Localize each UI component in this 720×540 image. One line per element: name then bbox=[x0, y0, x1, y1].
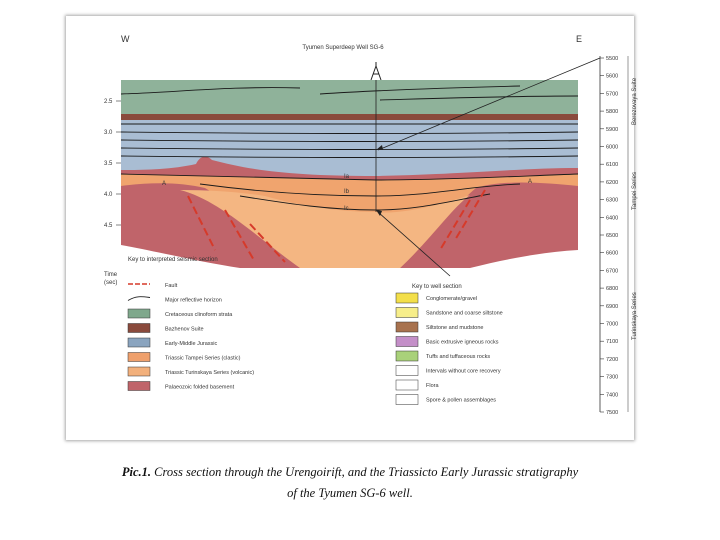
caption-prefix: Pic.1. bbox=[121, 465, 152, 479]
time-tick-label: 4.5 bbox=[104, 223, 113, 229]
depth-tick-label: 6300 bbox=[606, 198, 618, 204]
legend-swatch bbox=[395, 321, 419, 333]
arrow-icon bbox=[376, 145, 383, 150]
legend-label: Basic extrusive igneous rocks bbox=[426, 340, 499, 346]
depth-tick-label: 5900 bbox=[606, 127, 618, 133]
well-bore bbox=[375, 57, 601, 277]
depth-tick-label: 7500 bbox=[606, 410, 618, 416]
time-tick-label: 3.5 bbox=[104, 161, 113, 167]
depth-tick-label: 5500 bbox=[606, 56, 618, 62]
series-label: Tampei Series bbox=[632, 172, 638, 210]
time-tick-label: 4.0 bbox=[104, 192, 113, 198]
legend-label: Intervals without core recovery bbox=[426, 369, 501, 375]
legend-swatch bbox=[127, 366, 151, 377]
depth-tick-label: 6400 bbox=[606, 215, 618, 221]
legend-swatch bbox=[127, 381, 151, 391]
depth-tick-label: 6100 bbox=[606, 162, 618, 168]
legend-label: Major reflective horizon bbox=[165, 298, 222, 304]
legend-swatch bbox=[127, 296, 151, 301]
caption-line1: Cross section through the Urengoirift, a… bbox=[151, 465, 579, 479]
legend-swatch bbox=[127, 308, 151, 319]
legend-label: Spore & pollen assemblages bbox=[426, 398, 496, 404]
legend-label: Conglomerate/gravel bbox=[426, 296, 477, 302]
horizon-label: A bbox=[162, 181, 166, 187]
legend-swatch bbox=[395, 292, 419, 304]
legend-label: Cretaceous clinoform strata bbox=[165, 312, 233, 318]
horizon-label: Ib bbox=[344, 189, 350, 195]
horizon-label: A bbox=[528, 179, 532, 185]
legend-swatch bbox=[395, 307, 419, 318]
depth-tick-label: 5800 bbox=[606, 109, 618, 115]
depth-tick-label: 7000 bbox=[606, 322, 618, 328]
horizon-label: Ic bbox=[344, 206, 349, 212]
time-tick-label: 3.0 bbox=[104, 130, 113, 136]
depth-tick-label: 5700 bbox=[606, 91, 618, 97]
time-axis-unit: (sec) bbox=[104, 280, 117, 286]
early-middle-jurassic bbox=[121, 120, 578, 176]
time-axis-label: Time bbox=[104, 272, 118, 278]
legend-label: Bazhenov Suite bbox=[165, 327, 204, 333]
legend-swatch bbox=[127, 352, 151, 362]
legend-well: Conglomerate/gravel Sandstone and coarse … bbox=[395, 292, 503, 405]
depth-tick-label: 7400 bbox=[606, 392, 618, 398]
depth-tick-label: 6800 bbox=[606, 286, 618, 292]
section-title: Tyumen Superdeep Well SG-6 bbox=[302, 45, 384, 51]
triassic-turinskaya bbox=[180, 190, 470, 268]
faults bbox=[187, 189, 486, 263]
depth-tick-label: 6600 bbox=[606, 251, 618, 257]
depth-tick-label: 6200 bbox=[606, 180, 618, 186]
key-seismic-heading: Key to interpreted seismic section bbox=[128, 257, 218, 263]
horizon-label: Ia bbox=[344, 174, 350, 180]
series-label: Berezovaya Suite bbox=[632, 77, 638, 125]
depth-tick-label: 7300 bbox=[606, 375, 618, 381]
depth-tick-label: 6000 bbox=[606, 145, 618, 151]
depth-tick-label: 6900 bbox=[606, 304, 618, 310]
legend-label: Early-Middle Jurassic bbox=[165, 341, 218, 347]
depth-tick-label: 7100 bbox=[606, 339, 618, 345]
legend-label: Triassic Tampei Series (clastic) bbox=[165, 356, 241, 362]
legend-label: Palaeozoic folded basement bbox=[165, 385, 235, 391]
legend-swatch bbox=[395, 350, 419, 362]
arrow-icon bbox=[376, 210, 382, 216]
key-well-heading: Key to well section bbox=[412, 284, 462, 290]
legend-label: Siltstone and mudstone bbox=[426, 325, 483, 331]
legend-seismic: Fault Major reflective horizon Cretaceous … bbox=[127, 283, 254, 391]
east-label: E bbox=[576, 34, 582, 44]
legend-label: Flora bbox=[426, 383, 439, 389]
legend-label: Triassic Turinskaya Series (volcanic) bbox=[165, 370, 254, 376]
bazhenov-suite bbox=[121, 114, 578, 120]
time-axis: 2.5 3.0 3.5 4.0 4.5 bbox=[104, 99, 121, 229]
figure-caption: Pic.1. Cross section through the Urengoi… bbox=[66, 462, 634, 504]
legend-swatch bbox=[127, 323, 151, 333]
depth-tick-label: 6500 bbox=[606, 233, 618, 239]
legend-label: Tuffs and tuffaceous rocks bbox=[426, 354, 490, 360]
derrick-icon bbox=[370, 62, 382, 81]
series-label: Turinskaya Series bbox=[632, 292, 638, 340]
legend-swatch bbox=[395, 365, 419, 376]
depth-tick-label: 5600 bbox=[606, 74, 618, 80]
west-label: W bbox=[121, 34, 130, 44]
time-tick-label: 2.5 bbox=[104, 99, 113, 105]
legend-swatch bbox=[127, 337, 151, 348]
depth-tick-label: 6700 bbox=[606, 268, 618, 274]
legend-label: Sandstone and coarse siltstone bbox=[426, 311, 503, 317]
legend-swatch bbox=[395, 379, 419, 391]
caption-line2: of the Tyumen SG-6 well. bbox=[287, 486, 413, 500]
depth-tick-label: 7200 bbox=[606, 357, 618, 363]
depth-scale: 5500 5600 5700 5800 5900 6000 6100 6200 6300 6400… bbox=[600, 56, 618, 416]
legend-swatch bbox=[395, 336, 419, 347]
legend-swatch bbox=[395, 394, 419, 405]
legend-label: Fault bbox=[165, 283, 178, 289]
